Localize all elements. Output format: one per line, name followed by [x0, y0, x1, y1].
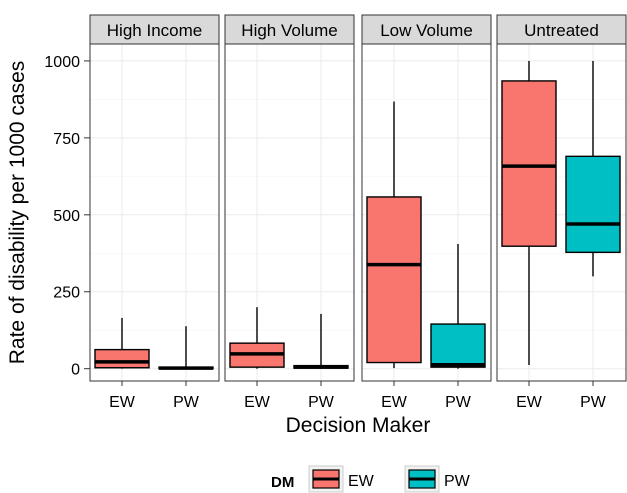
x-tick-label: EW: [516, 394, 543, 411]
y-tick-label: 750: [53, 131, 80, 148]
x-tick-label: PW: [173, 394, 200, 411]
facet-strip: [224, 14, 355, 45]
facet-strip-label: High Income: [107, 21, 202, 40]
panel-border: [89, 43, 220, 382]
facet-strip: [361, 14, 492, 45]
box-ew: [94, 348, 150, 369]
x-tick-label: EW: [109, 394, 136, 411]
y-axis: 0 250 500 750 1000: [44, 54, 90, 379]
x-tick-label: EW: [244, 394, 271, 411]
panel-background: [90, 44, 219, 381]
y-tick-label: 1000: [44, 54, 80, 71]
box-ew: [501, 80, 557, 247]
x-tick-label: EW: [381, 394, 408, 411]
legend-label: PW: [444, 473, 471, 490]
y-axis-title: Rate of disability per 1000 cases: [6, 61, 29, 365]
panel-border: [496, 43, 627, 382]
x-tick-label: PW: [308, 394, 335, 411]
legend: DM EW PW: [271, 465, 471, 493]
box-pw: [565, 155, 621, 254]
box-ew: [366, 196, 422, 364]
facet-strip: [89, 14, 220, 45]
legend-label: EW: [348, 473, 375, 490]
x-tick-label: PW: [580, 394, 607, 411]
y-tick-label: 0: [71, 362, 80, 379]
y-tick-label: 250: [53, 285, 80, 302]
facet-strip-label: High Volume: [241, 21, 337, 40]
facet-strip-label: Low Volume: [380, 21, 473, 40]
y-tick-label: 500: [53, 208, 80, 225]
facet-strip-label: Untreated: [524, 21, 599, 40]
box-pw: [430, 323, 486, 368]
x-axis-title: Decision Maker: [286, 414, 431, 437]
facet-panel: Untreated EW PW: [496, 14, 627, 411]
legend-title: DM: [271, 474, 294, 491]
facet-panel: Low Volume EW PW: [361, 14, 492, 411]
panel-background: [225, 44, 354, 381]
panel-border: [224, 43, 355, 382]
x-tick-label: PW: [445, 394, 472, 411]
facet-strip: [496, 14, 627, 45]
facet-panel: High Volume EW PW: [224, 14, 355, 411]
facet-panel: High Income EW PW: [89, 14, 220, 411]
panel-border: [361, 43, 492, 382]
